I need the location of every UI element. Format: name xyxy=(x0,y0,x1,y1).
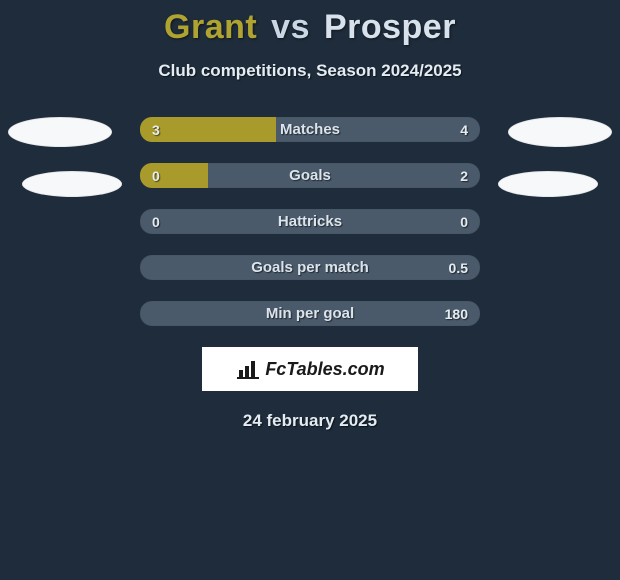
stats-area: 34Matches 02Goals 00Hattricks 0.5Goals per … xyxy=(0,117,620,326)
stat-bar-row: 34Matches xyxy=(140,117,480,142)
stat-bar-row: 00Hattricks xyxy=(140,209,480,234)
oval-badge xyxy=(8,117,112,147)
page-title: Grant vs Prosper xyxy=(0,0,620,47)
title-player1: Grant xyxy=(164,8,257,46)
stat-bar-row: 180Min per goal xyxy=(140,301,480,326)
stat-bars: 34Matches 02Goals 00Hattricks 0.5Goals per … xyxy=(0,117,620,326)
subtitle: Club competitions, Season 2024/2025 xyxy=(0,61,620,81)
title-player2: Prosper xyxy=(324,8,456,46)
bar-label: Goals xyxy=(140,163,480,188)
stat-bar-row: 02Goals xyxy=(140,163,480,188)
date-text: 24 february 2025 xyxy=(0,411,620,431)
bar-label: Matches xyxy=(140,117,480,142)
title-vs: vs xyxy=(271,8,310,46)
oval-badge xyxy=(22,171,122,197)
oval-badge xyxy=(498,171,598,197)
oval-badge xyxy=(508,117,612,147)
brand-logo: FcTables.com xyxy=(202,347,418,391)
bar-chart-icon xyxy=(235,358,261,380)
comparison-infographic: Grant vs Prosper Club competitions, Seas… xyxy=(0,0,620,580)
brand-logo-text: FcTables.com xyxy=(265,359,384,380)
stat-bar-row: 0.5Goals per match xyxy=(140,255,480,280)
bar-label: Min per goal xyxy=(140,301,480,326)
bar-label: Goals per match xyxy=(140,255,480,280)
bar-label: Hattricks xyxy=(140,209,480,234)
